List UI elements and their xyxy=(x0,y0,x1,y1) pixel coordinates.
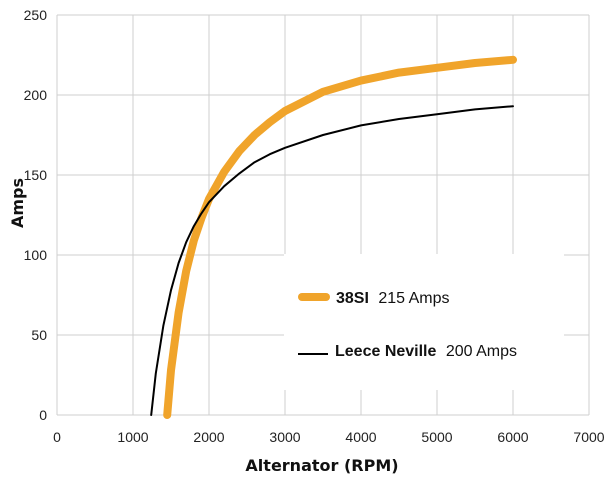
legend-detail-38si: 215 Amps xyxy=(378,290,449,307)
x-tick-label: 5000 xyxy=(421,429,452,445)
y-tick-label: 150 xyxy=(24,167,48,183)
x-tick-label: 4000 xyxy=(345,429,376,445)
series-line-38si xyxy=(163,55,517,419)
legend-detail-leece-neville: 200 Amps xyxy=(446,343,517,360)
legend-name-leece-neville: Leece Neville xyxy=(335,343,437,360)
x-tick-label: 3000 xyxy=(269,429,300,445)
y-tick-label: 200 xyxy=(24,87,48,103)
x-tick-label: 6000 xyxy=(497,429,528,445)
y-tick-label: 50 xyxy=(31,327,47,343)
legend-label-38si: 38SI 215 Amps xyxy=(336,290,450,307)
legend: 38SI 215 Amps Leece Neville 200 Amps xyxy=(284,254,564,390)
x-tick-label: 1000 xyxy=(117,429,148,445)
y-tick-label: 100 xyxy=(24,247,48,263)
legend-box xyxy=(284,254,564,390)
x-axis-title: Alternator (RPM) xyxy=(245,456,398,475)
x-tick-label: 0 xyxy=(53,429,61,445)
x-tick-label: 2000 xyxy=(193,429,224,445)
x-axis: 0 1000 2000 3000 4000 5000 6000 7000 xyxy=(53,429,605,445)
y-axis: 0 50 100 150 200 250 xyxy=(24,7,48,423)
y-axis-title: Amps xyxy=(8,178,27,228)
legend-label-leece-neville: Leece Neville 200 Amps xyxy=(335,343,517,360)
series-layer xyxy=(150,55,517,419)
legend-name-38si: 38SI xyxy=(336,290,369,307)
y-tick-label: 250 xyxy=(24,7,48,23)
series-line-leece-neville xyxy=(150,105,514,416)
y-tick-label: 0 xyxy=(39,407,47,423)
x-tick-label: 7000 xyxy=(573,429,604,445)
